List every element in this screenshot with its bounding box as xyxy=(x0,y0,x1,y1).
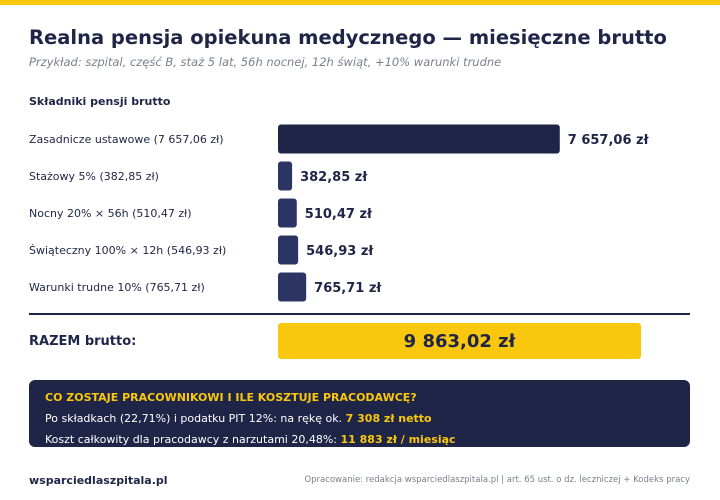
bar-value-label: 7 657,06 zł xyxy=(568,133,650,148)
net-pay-line: Po składkach (22,71%) i podatku PIT 12%:… xyxy=(45,412,674,425)
total-label: RAZEM brutto: xyxy=(29,334,137,349)
footer-brand: wsparciedlaszpitala.pl xyxy=(29,474,168,487)
total-divider xyxy=(29,313,690,315)
net-pay-value: 7 308 zł netto xyxy=(345,412,432,425)
bar-value-label: 546,93 zł xyxy=(306,244,374,259)
employer-cost-text: Koszt całkowity dla pracodawcy z narzuta… xyxy=(45,433,341,446)
bar xyxy=(278,272,307,302)
bar xyxy=(278,198,297,228)
bar-value-label: 765,71 zł xyxy=(314,281,382,296)
category-label: Zasadnicze ustawowe (7 657,06 zł) xyxy=(29,133,224,146)
bar xyxy=(278,124,560,154)
bar xyxy=(278,161,293,191)
footer-source: Opracowanie: redakcja wsparciedlaszpital… xyxy=(304,475,690,485)
section-title: Składniki pensji brutto xyxy=(29,95,171,108)
page-title: Realna pensja opiekuna medycznego — mies… xyxy=(29,26,667,49)
category-label: Świąteczny 100% × 12h (546,93 zł) xyxy=(29,244,226,257)
employer-cost-line: Koszt całkowity dla pracodawcy z narzuta… xyxy=(45,433,674,446)
top-accent-bar xyxy=(0,0,720,5)
info-heading: CO ZOSTAJE PRACOWNIKOWI I ILE KOSZTUJE P… xyxy=(45,391,417,404)
net-pay-text: Po składkach (22,71%) i podatku PIT 12%:… xyxy=(45,412,346,425)
total-value: 9 863,02 zł xyxy=(403,330,516,352)
category-label: Stażowy 5% (382,85 zł) xyxy=(29,170,159,183)
bar-value-label: 382,85 zł xyxy=(300,170,368,185)
employer-cost-value: 11 883 zł / miesiąc xyxy=(340,433,456,446)
total-bar: 9 863,02 zł xyxy=(278,323,641,359)
bar xyxy=(278,235,299,265)
category-label: Warunki trudne 10% (765,71 zł) xyxy=(29,281,205,294)
bar-value-label: 510,47 zł xyxy=(305,207,373,222)
info-box: CO ZOSTAJE PRACOWNIKOWI I ILE KOSZTUJE P… xyxy=(29,380,690,447)
category-label: Nocny 20% × 56h (510,47 zł) xyxy=(29,207,192,220)
salary-components-chart: Zasadnicze ustawowe (7 657,06 zł) 7 657,0… xyxy=(29,124,650,302)
page-subtitle: Przykład: szpital, część B, staż 5 lat, … xyxy=(29,55,502,69)
